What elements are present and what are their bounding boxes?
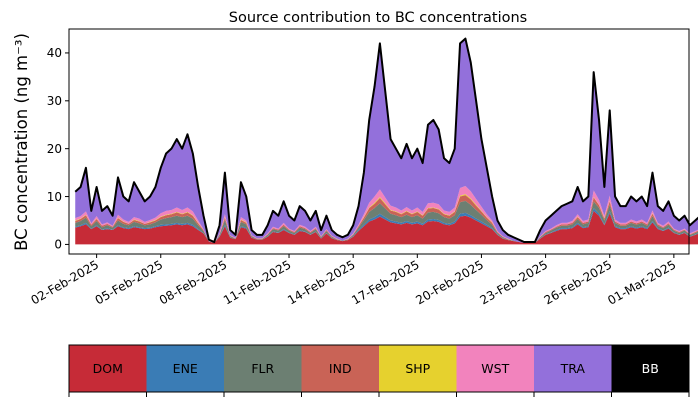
legend-swatch-ind <box>301 345 379 392</box>
legend-label-tra: TRA <box>560 361 586 376</box>
y-tick-label: 30 <box>47 94 62 108</box>
x-tick-label: 26-Feb-2025 <box>542 257 615 307</box>
legend-label-dom: DOM <box>93 361 123 376</box>
total-line-layer <box>74 37 698 244</box>
y-tick-label: 20 <box>47 142 62 156</box>
legend-swatch-flr <box>224 345 302 392</box>
y-tick-label: 40 <box>47 46 62 60</box>
stacked-area-layers <box>75 38 698 245</box>
legend-label-shp: SHP <box>405 361 430 376</box>
legend-swatch-wst <box>456 345 534 392</box>
x-tick-label: 05-Feb-2025 <box>93 257 166 307</box>
plot-frame <box>68 28 690 255</box>
area-dom <box>75 210 698 245</box>
total-line-bb <box>74 37 698 244</box>
x-tick-label: 14-Feb-2025 <box>285 257 358 307</box>
x-tick-label: 20-Feb-2025 <box>413 257 486 307</box>
x-tick-label: 08-Feb-2025 <box>157 257 230 307</box>
x-tick-label: 01-Mar-2025 <box>605 257 678 307</box>
legend-label-ind: IND <box>329 361 352 376</box>
y-tick-label: 10 <box>47 190 62 204</box>
x-tick-label: 17-Feb-2025 <box>349 257 422 307</box>
x-axis: 02-Feb-202505-Feb-202508-Feb-202511-Feb-… <box>29 254 678 308</box>
legend-swatch-dom <box>69 345 147 392</box>
x-tick-label: 02-Feb-2025 <box>29 257 102 307</box>
legend-colorbar: DOM ENE FLR IND SHP WST TRA BB <box>68 344 690 397</box>
x-tick-label: 23-Feb-2025 <box>478 257 551 307</box>
legend-swatch-shp <box>379 345 457 392</box>
x-tick-label: 11-Feb-2025 <box>221 257 294 307</box>
area-tra <box>75 38 698 243</box>
legend-swatch-bb <box>611 345 689 392</box>
legend-swatch-ene <box>146 345 224 392</box>
legend-swatch-tra <box>534 345 612 392</box>
legend-label-bb: BB <box>642 361 659 376</box>
y-tick-label: 0 <box>54 238 62 252</box>
chart-title: Source contribution to BC concentrations <box>229 10 527 26</box>
legend-label-wst: WST <box>481 361 509 376</box>
y-axis: 0 10 20 30 40 <box>47 46 69 252</box>
legend-label-ene: ENE <box>173 361 198 376</box>
y-axis-label: BC concentration (ng m⁻³) <box>12 33 31 251</box>
legend-label-flr: FLR <box>251 361 274 376</box>
